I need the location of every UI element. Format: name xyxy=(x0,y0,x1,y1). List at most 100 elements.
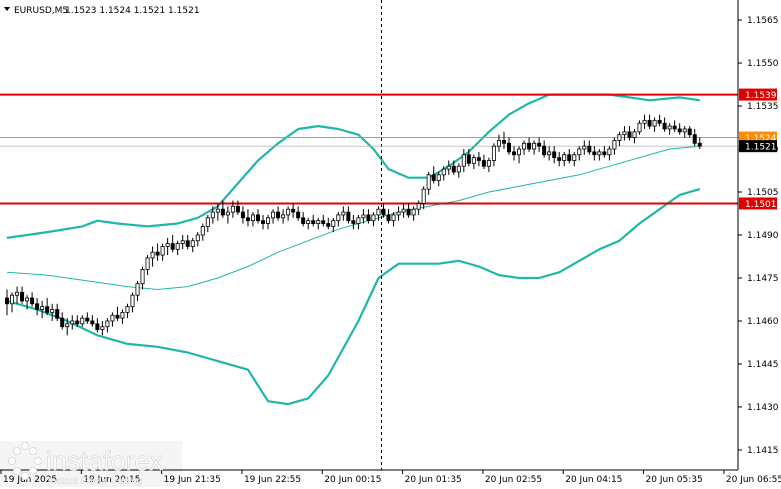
support-level-tag-text: 1.1501 xyxy=(745,200,777,210)
brand-logo: instaforex Instant Forex Trading xyxy=(0,441,182,487)
candle-body xyxy=(55,309,60,319)
candle-body xyxy=(105,320,110,328)
candle-body xyxy=(175,243,180,250)
candle xyxy=(592,146,597,161)
candle-body xyxy=(135,283,140,296)
candle-body xyxy=(371,214,376,222)
candle xyxy=(517,146,522,164)
candle xyxy=(677,123,682,135)
candle xyxy=(682,126,687,138)
symbol-label: EURUSD,M5 xyxy=(14,6,68,16)
candle-body xyxy=(30,297,35,305)
candle-body xyxy=(612,140,617,150)
candle xyxy=(100,320,105,336)
x-tick-labels: 19 Jun 2025 19 Jun 20:15 19 Jun 21:35 19 Ju… xyxy=(0,470,781,485)
candle xyxy=(235,200,240,215)
candle xyxy=(200,223,205,241)
candle xyxy=(190,237,195,253)
candle-body xyxy=(396,211,401,216)
candle xyxy=(376,206,381,221)
candle xyxy=(692,128,697,147)
candle xyxy=(476,151,481,167)
candle xyxy=(411,206,416,221)
candle-body xyxy=(597,151,602,156)
x-tick-label: 20 Jun 02:55 xyxy=(485,475,542,485)
candle-body xyxy=(75,320,80,325)
candle xyxy=(160,243,165,261)
candle xyxy=(145,255,150,276)
candle-body xyxy=(20,291,25,302)
candle-body xyxy=(587,145,592,153)
candle-body xyxy=(170,243,175,250)
candle-body xyxy=(456,165,461,173)
candle-body xyxy=(567,154,572,161)
candle-body xyxy=(160,246,165,256)
candle xyxy=(5,289,10,316)
candle-body xyxy=(491,145,496,161)
candle-body xyxy=(682,128,687,133)
candle-body xyxy=(165,243,170,247)
candle-body xyxy=(286,208,291,216)
candle-body xyxy=(276,211,281,219)
candle-body xyxy=(637,122,642,133)
candle-body xyxy=(145,257,150,270)
candle-body xyxy=(647,119,652,127)
candle-body xyxy=(461,154,466,167)
x-tick-label: 19 Jun 21:35 xyxy=(164,475,221,485)
y-tick-label: 1.1505 xyxy=(747,188,779,198)
candle-body xyxy=(552,151,557,159)
candle xyxy=(582,140,587,155)
candle-body xyxy=(617,134,622,141)
candle xyxy=(170,235,175,253)
candle xyxy=(120,309,125,324)
candle-body xyxy=(25,297,30,302)
candle xyxy=(552,146,557,164)
candle xyxy=(215,203,220,221)
candle-body xyxy=(431,174,436,181)
candle xyxy=(331,217,336,233)
candle-body xyxy=(501,140,506,144)
candle-body xyxy=(677,128,682,133)
candle-body xyxy=(416,203,421,210)
candle-body xyxy=(95,323,100,330)
candle xyxy=(210,206,215,224)
candle xyxy=(45,298,50,316)
candle xyxy=(80,315,85,327)
candle xyxy=(361,209,366,224)
candle-body xyxy=(195,234,200,242)
candle xyxy=(662,117,667,132)
candle-body xyxy=(125,306,130,313)
time-axis[interactable] xyxy=(0,470,781,489)
candle xyxy=(642,114,647,129)
candle-body xyxy=(266,217,271,224)
candle xyxy=(672,120,677,132)
candle-body xyxy=(291,208,296,213)
candle xyxy=(607,146,612,161)
candle-body xyxy=(40,306,45,310)
candle xyxy=(220,200,225,218)
candle-body xyxy=(341,211,346,216)
candle xyxy=(40,300,45,319)
candle-body xyxy=(150,251,155,259)
indicator-layer xyxy=(6,93,701,406)
y-tick-label: 1.1430 xyxy=(747,403,779,413)
candle xyxy=(271,209,276,224)
candle-body xyxy=(120,311,125,319)
candle-body xyxy=(366,214,371,222)
y-tick-label: 1.1550 xyxy=(747,59,779,69)
candle-body xyxy=(281,214,286,219)
candle-body xyxy=(351,220,356,224)
candle-body xyxy=(687,128,692,136)
candle xyxy=(401,203,406,218)
candle-body xyxy=(506,142,511,153)
candle-body xyxy=(180,240,185,244)
caret-down-icon[interactable] xyxy=(4,7,10,11)
price-axis[interactable] xyxy=(738,0,781,470)
candle xyxy=(336,212,341,227)
candle-body xyxy=(642,119,647,124)
candle xyxy=(60,312,65,330)
candle-body xyxy=(401,208,406,213)
candle-body xyxy=(90,320,95,325)
candle xyxy=(321,214,326,227)
